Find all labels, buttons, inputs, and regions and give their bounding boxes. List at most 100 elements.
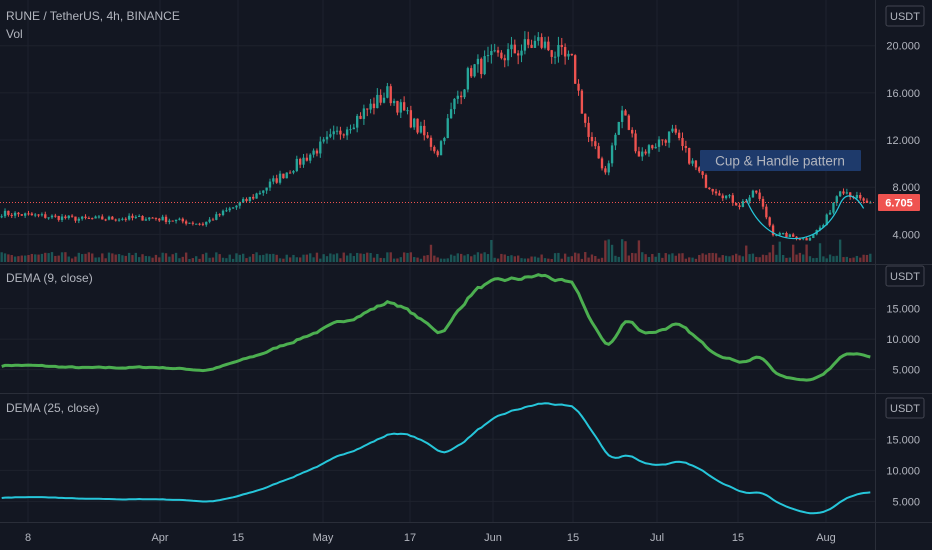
volume-bar	[111, 253, 114, 262]
candle-body	[597, 146, 600, 159]
candle-body	[356, 115, 359, 128]
currency-badge-dema9[interactable]: USDT	[885, 265, 925, 287]
volume-bar	[248, 256, 252, 262]
candle-body	[426, 135, 429, 138]
candle-body	[295, 158, 298, 172]
candle-body	[339, 130, 342, 135]
candle-body	[288, 172, 292, 174]
volume-bar	[550, 258, 553, 262]
volume-bar	[855, 255, 859, 262]
volume-bar	[352, 256, 356, 262]
price-scale[interactable]: 20.000 16.000 12.000 8.000 4.000 15.000 10.00…	[875, 0, 925, 550]
time-axis[interactable]: 8 Apr 15 May 17 Jun 15 Jul 15 Aug	[0, 522, 932, 545]
volume-bar	[634, 253, 637, 262]
volume-bar	[87, 252, 91, 262]
dema25-pane[interactable]: DEMA (25, close)	[0, 393, 932, 515]
volume-bar	[309, 253, 312, 262]
volume-bar	[74, 256, 77, 262]
candle-body	[620, 110, 624, 122]
volume-bar	[842, 257, 845, 262]
candle-body	[637, 151, 641, 157]
volume-bar	[101, 253, 104, 262]
volume-bar	[409, 252, 413, 262]
volume-bar	[785, 257, 788, 262]
annotation-box[interactable]: Cup & Handle pattern	[700, 150, 861, 171]
candle-body	[631, 129, 634, 134]
volume-bar	[647, 257, 651, 262]
candle-body	[50, 215, 54, 218]
volume-bar	[651, 254, 654, 262]
volume-bar	[778, 241, 781, 262]
candle-body	[91, 218, 94, 220]
last-price-badge: 6.705	[878, 194, 920, 212]
candle-body	[792, 234, 795, 237]
candle-body	[221, 210, 225, 216]
candle-body	[728, 195, 731, 197]
candle-body	[614, 134, 617, 146]
volume-bar	[181, 256, 184, 262]
candle-body	[550, 50, 553, 57]
candle-body	[77, 218, 80, 221]
candle-body	[30, 213, 34, 216]
volume-bar	[597, 258, 600, 262]
volume-bar	[439, 258, 443, 262]
volume-bar	[795, 254, 798, 262]
candle-body	[349, 129, 352, 131]
candle-body	[862, 198, 865, 201]
candle-body	[111, 216, 114, 220]
volume-bar	[369, 252, 372, 262]
candle-body	[771, 225, 775, 236]
volume-bar	[631, 252, 634, 262]
volume-bar	[198, 258, 201, 262]
volume-bar	[563, 253, 567, 262]
price-tick: 8.000	[892, 182, 920, 194]
candle-body	[7, 210, 10, 215]
candle-body	[309, 154, 312, 161]
volume-bar	[496, 258, 500, 262]
volume-bar	[620, 239, 624, 262]
volume-bar	[426, 255, 429, 262]
time-tick: 8	[25, 532, 31, 544]
candle-body	[241, 198, 245, 203]
candle-body	[708, 187, 711, 189]
candle-body	[510, 44, 513, 50]
volume-bar	[91, 253, 94, 262]
volume-bar	[221, 257, 225, 262]
candle-body	[292, 171, 295, 173]
dema9-pane[interactable]: DEMA (9, close)	[0, 264, 932, 382]
candle-body	[121, 218, 124, 220]
volume-bar	[443, 258, 446, 262]
currency-badge-dema25[interactable]: USDT	[885, 397, 925, 419]
volume-bar	[862, 254, 865, 262]
candle-body	[674, 128, 677, 133]
price-pane[interactable]: Cup & Handle pattern RUNE / TetherUS, 4h…	[0, 0, 875, 522]
candle-body	[144, 219, 148, 221]
volume-bar	[30, 253, 34, 262]
volume-bar	[205, 252, 208, 262]
candle-body	[27, 213, 30, 215]
volume-bar	[20, 255, 23, 262]
candle-body	[607, 163, 610, 173]
candle-body	[540, 37, 543, 48]
volume-bar	[178, 258, 181, 262]
candle-body	[718, 193, 721, 196]
candle-body	[691, 160, 694, 164]
candle-body	[409, 110, 413, 128]
dema25-title: DEMA (25, close)	[6, 401, 99, 415]
volume-bar	[459, 253, 463, 262]
candle-body	[362, 108, 366, 119]
candle-body	[553, 56, 557, 58]
candle-body	[235, 205, 238, 208]
candle-body	[164, 216, 168, 222]
candle-body	[459, 95, 463, 98]
volume-bar	[738, 255, 741, 262]
volume-bar	[231, 258, 235, 262]
volume-bar	[446, 258, 449, 262]
volume-bar	[553, 253, 557, 262]
volume-bar	[470, 256, 473, 262]
candle-body	[20, 214, 23, 216]
currency-badge-price[interactable]: USDT	[885, 5, 925, 27]
volume-bar	[677, 253, 681, 262]
